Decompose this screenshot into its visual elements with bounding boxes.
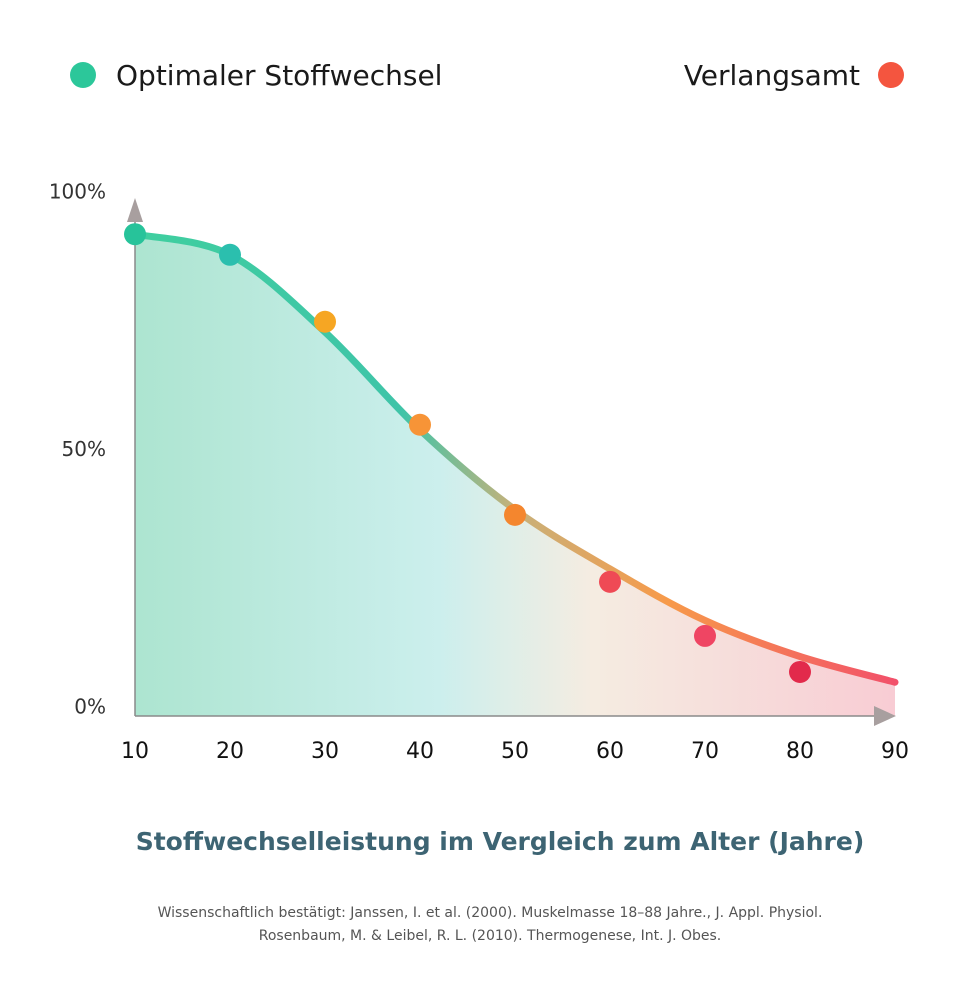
area (135, 234, 895, 716)
x-tick-label: 50 (501, 739, 529, 764)
x-tick-label: 70 (691, 739, 719, 764)
legend-marker (70, 62, 96, 88)
y-tick-label: 50% (62, 437, 106, 461)
x-tick-label: 20 (216, 739, 244, 764)
plot: Optimaler Stoffwechsel Verlangsamt100%50%… (49, 59, 909, 764)
legend-label: Optimaler Stoffwechsel (116, 59, 442, 92)
y-tick-label: 0% (74, 695, 106, 719)
data-point (504, 503, 526, 526)
data-point (409, 413, 431, 436)
y-axis-arrow (127, 198, 143, 222)
x-tick-label: 10 (121, 739, 149, 764)
chart-title: Stoffwechselleistung im Vergleich zum Al… (136, 827, 865, 856)
source-line: Rosenbaum, M. & Leibel, R. L. (2010). Th… (259, 928, 722, 944)
x-tick-label: 30 (311, 739, 339, 764)
data-point (219, 243, 241, 266)
source-line: Wissenschaftlich bestätigt: Janssen, I. … (158, 905, 823, 921)
data-point (789, 660, 811, 683)
x-tick-label: 90 (881, 739, 909, 764)
data-point (599, 570, 621, 593)
data-point (124, 223, 146, 246)
x-axis-arrow (874, 706, 896, 726)
data-point (314, 310, 336, 333)
legend-label: Verlangsamt (684, 59, 860, 92)
legend-marker (878, 62, 904, 88)
x-tick-label: 80 (786, 739, 814, 764)
y-tick-label: 100% (49, 180, 106, 204)
data-point (694, 624, 716, 647)
x-tick-label: 40 (406, 739, 434, 764)
x-tick-label: 60 (596, 739, 624, 764)
